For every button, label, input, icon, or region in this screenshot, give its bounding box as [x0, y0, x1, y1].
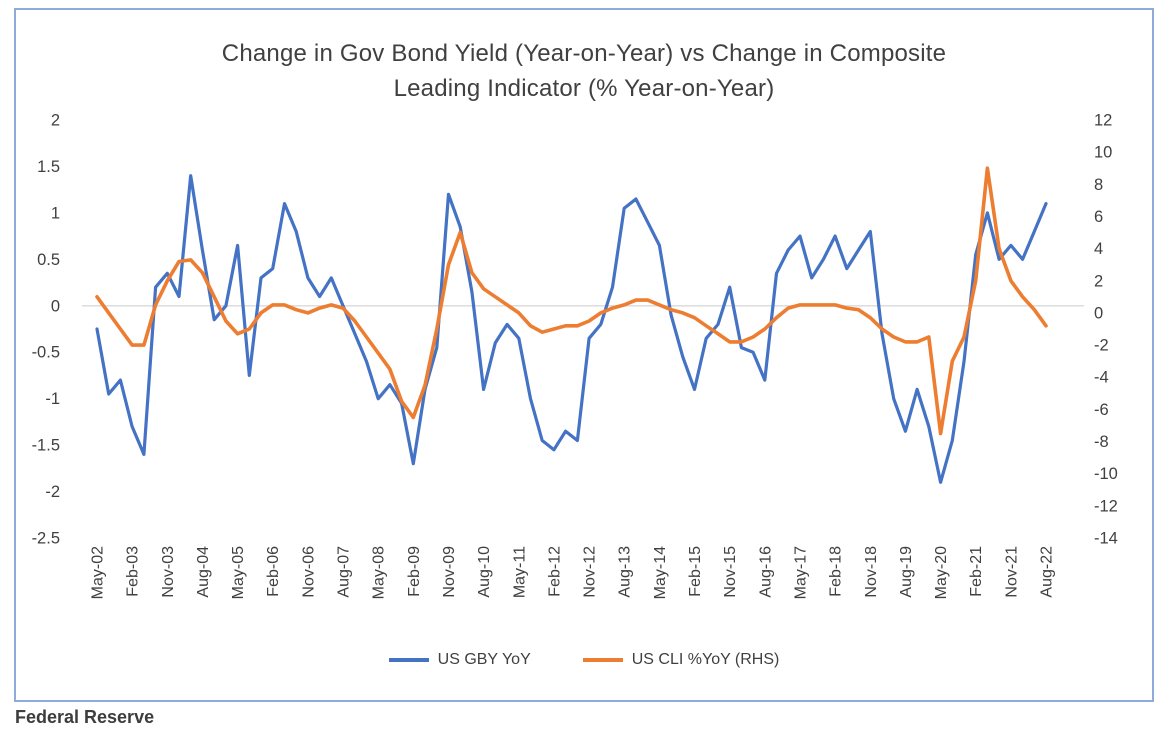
right-axis-tick-label: -2	[1094, 337, 1109, 355]
x-axis-tick-label: Aug-13	[617, 546, 634, 598]
source-label: Federal Reserve	[15, 707, 155, 727]
right-axis-tick-label: -8	[1094, 433, 1109, 451]
right-axis-tick-label: 12	[1094, 112, 1112, 130]
plot-area: 2 1.5 1 0.5 0 -0.5 -1 -1.5 -2 -2.5 12 10 8 6 4 2 0 -2 -4 -6…	[32, 112, 1118, 600]
x-axis-tick-label: Aug-16	[757, 546, 774, 598]
legend-item-gby: US GBY YoY	[388, 651, 531, 669]
left-axis-tick-label: -1	[45, 390, 60, 408]
gby-line-swatch	[388, 658, 429, 662]
left-axis-tick-label: -1.5	[32, 437, 60, 455]
legend-label-gby: US GBY YoY	[437, 651, 531, 668]
x-axis-tick-label: Feb-18	[828, 546, 845, 597]
left-axis-tick-label: -2	[45, 483, 60, 501]
x-axis-tick-label: Aug-22	[1039, 546, 1056, 598]
right-axis-tick-label: -6	[1094, 401, 1109, 419]
x-axis-tick-label: May-02	[90, 546, 107, 599]
chart-frame: Change in Gov Bond Yield (Year-on-Year) …	[14, 8, 1154, 702]
x-axis-tick-label: Nov-18	[863, 546, 880, 598]
x-axis-tick-label: May-14	[652, 546, 669, 599]
x-axis-tick-label: Nov-09	[441, 546, 458, 598]
right-axis-tick-label: -14	[1094, 530, 1118, 548]
left-axis-tick-label: 0.5	[37, 251, 60, 269]
chart-title-line-1: Change in Gov Bond Yield (Year-on-Year) …	[221, 40, 947, 67]
x-axis-tick-label: Nov-15	[722, 546, 739, 598]
x-axis-tick-label: Nov-21	[1003, 546, 1020, 598]
series-line-us-cli-yoy	[95, 166, 1048, 436]
right-axis-tick-label: 4	[1094, 240, 1103, 258]
right-axis-tick-label: -12	[1094, 497, 1118, 515]
right-axis-tick-label: -4	[1094, 369, 1109, 387]
left-axis-tick-label: 2	[51, 112, 60, 130]
right-axis-tick-label: 10	[1094, 144, 1112, 162]
left-axis-tick-label: -2.5	[32, 530, 60, 548]
x-axis-tick-label: May-05	[230, 546, 247, 599]
x-axis-tick-label: May-17	[793, 546, 810, 599]
cli-line-swatch	[582, 658, 623, 662]
x-axis-tick-label: Aug-07	[336, 546, 353, 598]
x-axis-tick-label: Nov-12	[582, 546, 599, 598]
x-axis-tick-label: May-11	[511, 546, 528, 598]
series-line-us-gby-yoy	[95, 174, 1048, 484]
right-axis-tick-label: 6	[1094, 208, 1103, 226]
x-axis-tick-label: Aug-19	[898, 546, 915, 598]
right-axis-tick-label: 8	[1094, 176, 1103, 194]
x-axis-tick-label: Aug-10	[476, 546, 493, 598]
chart-title: Change in Gov Bond Yield (Year-on-Year) …	[16, 36, 1152, 106]
x-axis-tick-label: Feb-03	[125, 546, 142, 597]
x-axis-tick-label: Feb-15	[687, 546, 704, 597]
right-axis-tick-label: 0	[1094, 304, 1103, 322]
x-axis-tick-label: Aug-04	[195, 546, 212, 598]
chart-title-line-2: Leading Indicator (% Year-on-Year)	[393, 75, 775, 102]
x-axis-tick-label: Feb-21	[968, 546, 985, 597]
left-axis-tick-label: 1.5	[37, 158, 60, 176]
left-axis-tick-label: 1	[51, 204, 60, 222]
x-axis-tick-label: May-20	[933, 546, 950, 599]
x-axis-tick-label: May-08	[371, 546, 388, 599]
x-axis-tick-label: Nov-06	[300, 546, 317, 598]
chart-legend: US GBY YoY US CLI %YoY (RHS)	[16, 651, 1152, 669]
x-axis-tick-label: Feb-12	[546, 546, 563, 597]
left-axis-tick-label: -0.5	[32, 344, 60, 362]
x-axis-tick-label: Feb-09	[406, 546, 423, 597]
legend-item-cli: US CLI %YoY (RHS)	[582, 651, 780, 669]
x-axis-tick-label: Nov-03	[160, 546, 177, 598]
x-axis-tick-label: Feb-06	[265, 546, 282, 597]
legend-label-cli: US CLI %YoY (RHS)	[631, 651, 780, 668]
right-axis-tick-label: 2	[1094, 272, 1103, 290]
right-axis-tick-label: -10	[1094, 465, 1118, 483]
left-axis-tick-label: 0	[51, 297, 60, 315]
